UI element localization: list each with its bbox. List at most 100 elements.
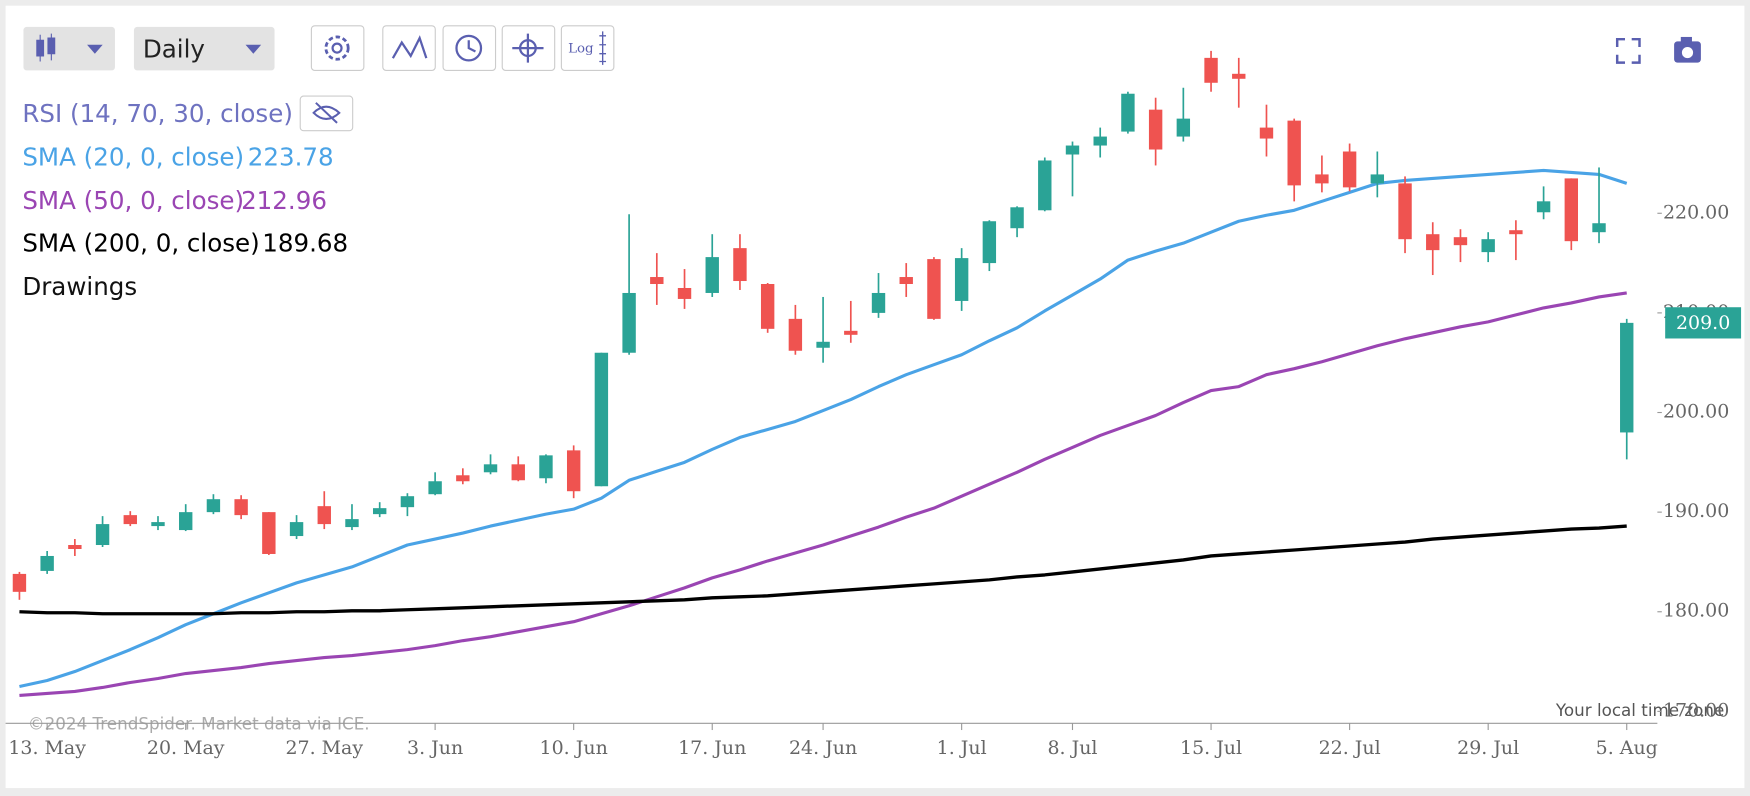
candle-body xyxy=(1370,174,1385,184)
candle-body xyxy=(206,499,221,513)
chart-type-dropdown[interactable] xyxy=(23,26,115,71)
candle-body xyxy=(1038,160,1052,211)
x-tick-label: 24. Jun xyxy=(789,737,857,759)
candle-body xyxy=(483,464,498,473)
candle-body xyxy=(1287,120,1301,186)
button-bg xyxy=(310,25,365,71)
candle-body xyxy=(844,330,858,335)
gear-hub xyxy=(331,42,343,54)
fullscreen-button[interactable] xyxy=(1615,37,1641,64)
x-tick-label: 17. Jun xyxy=(678,737,746,759)
button-bg xyxy=(560,25,615,71)
candle-body xyxy=(511,464,525,481)
x-tick-label: 20. May xyxy=(147,737,225,759)
candle-body xyxy=(95,524,110,546)
last-price-box xyxy=(1665,307,1742,339)
candle-body xyxy=(1148,109,1163,150)
candle-body xyxy=(871,292,886,313)
dropdown-bg xyxy=(23,26,115,71)
button-bg xyxy=(382,25,436,71)
legend-value: 223.78 xyxy=(248,143,334,172)
candle-body xyxy=(1481,239,1495,253)
drawings-label: Drawings xyxy=(22,272,137,301)
candle-icon xyxy=(36,33,56,62)
candle-body xyxy=(12,573,27,592)
candle-body xyxy=(650,277,664,285)
candle-body xyxy=(234,499,248,516)
sma-line xyxy=(19,168,1628,688)
legend-value: 189.68 xyxy=(262,229,348,258)
legend-name: SMA (200, 0, close) xyxy=(22,229,259,258)
settings-button[interactable] xyxy=(310,25,365,71)
x-tick-label: 8. Jul xyxy=(1047,737,1097,759)
candle-body xyxy=(68,545,82,549)
candle-body xyxy=(1620,322,1634,433)
sma-line xyxy=(19,524,1627,616)
sma-line xyxy=(19,291,1627,698)
candle-body xyxy=(262,512,276,554)
crosshair-button[interactable] xyxy=(501,25,556,71)
camera-lens xyxy=(1681,46,1694,59)
candle-body xyxy=(123,515,137,525)
y-tick-label: 220.00 xyxy=(1663,201,1729,223)
timezone-note: Your local time zone xyxy=(1555,700,1724,720)
candle-body xyxy=(317,506,331,525)
candle-body xyxy=(1121,93,1135,132)
candle-body xyxy=(1065,145,1080,155)
crosshair-icon xyxy=(512,33,544,63)
clock-hands xyxy=(467,40,476,53)
candle-body xyxy=(1398,183,1412,240)
interval-dropdown[interactable]: Daily xyxy=(133,26,275,71)
candle-body xyxy=(151,522,165,527)
candle-body xyxy=(1093,136,1107,146)
y-tick-label: 170.00 xyxy=(1663,699,1729,721)
candle-body xyxy=(1509,230,1523,235)
legend-name: SMA (50, 0, close) xyxy=(22,186,244,215)
rsi-label: RSI (14, 70, 30, close) xyxy=(22,99,293,128)
candle-body xyxy=(456,475,470,482)
caret xyxy=(87,44,103,54)
indicator-icon xyxy=(391,35,428,59)
candle-body xyxy=(566,450,581,492)
eye-off-icon xyxy=(312,102,341,124)
dropdown-bg xyxy=(133,26,275,71)
x-tick-label: 3. Jun xyxy=(407,737,463,759)
y-tick-label: 190.00 xyxy=(1663,500,1729,522)
caret xyxy=(245,44,262,54)
candle-body xyxy=(400,496,415,508)
candle-body xyxy=(1536,201,1551,213)
candle-body xyxy=(1426,234,1440,251)
indicator-button[interactable] xyxy=(382,25,436,71)
camera-top xyxy=(1680,36,1692,44)
x-tick-label: 29. Jul xyxy=(1457,737,1519,759)
candle-body xyxy=(927,259,941,319)
candle-body xyxy=(677,287,692,299)
candle-body xyxy=(1204,57,1218,83)
candle-body xyxy=(622,292,636,353)
fullscreen-icon xyxy=(1615,37,1641,64)
clock-button[interactable] xyxy=(442,25,497,71)
chart-card xyxy=(5,5,1745,789)
candle-body xyxy=(788,318,803,351)
candle-body xyxy=(539,455,553,479)
crosshair-ring xyxy=(518,39,537,58)
x-tick-label: 10. Jun xyxy=(540,737,608,759)
candle-body xyxy=(1232,73,1246,79)
log-ruler xyxy=(599,31,607,65)
snapshot-button[interactable] xyxy=(1674,36,1701,63)
candle-body xyxy=(760,284,775,329)
hide-button[interactable] xyxy=(299,95,354,132)
candle-body xyxy=(594,352,609,487)
last-price-label: 209.0 xyxy=(1676,312,1730,334)
candle-body xyxy=(179,512,193,531)
x-tick-label: 27. May xyxy=(285,737,363,759)
log-button[interactable]: Log xyxy=(560,25,615,71)
candle-body xyxy=(816,341,830,348)
candle-body xyxy=(40,555,54,571)
candle-body xyxy=(1259,127,1274,139)
candle-body xyxy=(372,508,387,515)
gear-icon xyxy=(324,35,350,61)
candle-body xyxy=(1010,207,1024,229)
x-tick-label: 1. Jul xyxy=(937,737,987,759)
candle-body xyxy=(1564,178,1579,242)
